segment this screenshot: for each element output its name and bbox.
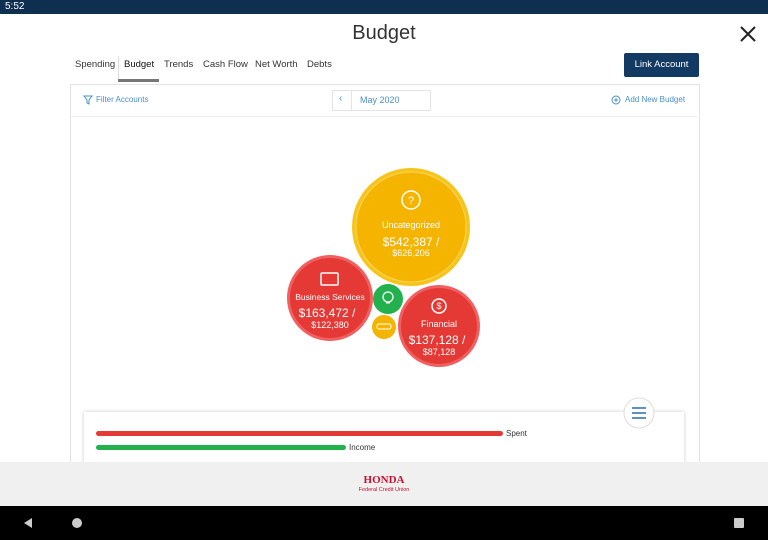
month-picker[interactable]	[332, 90, 431, 111]
tab[interactable]: Budget	[124, 59, 155, 70]
bubble[interactable]: Business Services $163,472 / $122,380	[287, 255, 373, 341]
bubble-icon: ?	[408, 195, 414, 207]
spent-label: Spent	[506, 429, 527, 438]
card	[70, 84, 700, 465]
bubble-budget: $626,206	[392, 248, 430, 258]
status-time: 5:52	[5, 1, 25, 12]
close-button[interactable]	[738, 24, 758, 44]
summary-panel	[84, 412, 684, 464]
bubble-label: Business Services	[295, 292, 364, 302]
filter-icon	[83, 95, 93, 105]
tab-divider	[118, 56, 119, 80]
tab[interactable]: Net Worth	[255, 59, 298, 70]
bubble[interactable]: $ Financial $137,128 / $87,128	[398, 285, 480, 367]
bubble-budget: $122,380	[311, 320, 349, 330]
bubble-label: Uncategorized	[382, 220, 440, 230]
active-tab-underline	[118, 79, 159, 82]
bubble-spent: $137,128 /	[409, 333, 466, 347]
logo-subtitle: Federal Credit Union	[358, 487, 410, 493]
add-icon	[611, 95, 621, 105]
status-bar: 5:52	[0, 0, 768, 14]
month-divider	[351, 90, 352, 110]
bubble-budget: $87,128	[423, 347, 456, 357]
bubble-label: Financial	[421, 319, 457, 329]
filter-accounts[interactable]: Filter Accounts	[96, 95, 149, 104]
recents-button[interactable]	[733, 517, 745, 529]
income-label: Income	[349, 443, 376, 452]
nav-bar	[0, 506, 768, 540]
tab[interactable]: Debts	[307, 59, 332, 70]
spent-bar	[96, 431, 503, 436]
bubble-spent: $163,472 /	[299, 306, 356, 320]
toolbar-divider	[71, 116, 698, 117]
back-button[interactable]	[22, 517, 34, 529]
add-new-budget[interactable]: Add New Budget	[625, 95, 686, 104]
home-button[interactable]	[71, 517, 83, 529]
bubble[interactable]: ? Uncategorized $542,387 / $626,206	[352, 168, 470, 286]
tab[interactable]: Cash Flow	[203, 59, 248, 70]
link-account-button[interactable]: Link Account	[624, 53, 699, 77]
logo: HONDA	[363, 474, 405, 486]
month-label: May 2020	[360, 95, 400, 105]
income-bar	[96, 445, 346, 450]
footer	[0, 462, 768, 506]
bubble-spent: $542,387 /	[383, 235, 440, 249]
prev-month[interactable]: ‹	[339, 93, 343, 104]
tab[interactable]: Trends	[164, 59, 194, 70]
small-bubble[interactable]	[373, 284, 403, 314]
list-button[interactable]	[622, 396, 656, 430]
page-title: Budget	[352, 22, 416, 44]
tab[interactable]: Spending	[75, 59, 116, 70]
small-bubble[interactable]	[372, 315, 396, 339]
bubble-icon: $	[436, 301, 441, 311]
